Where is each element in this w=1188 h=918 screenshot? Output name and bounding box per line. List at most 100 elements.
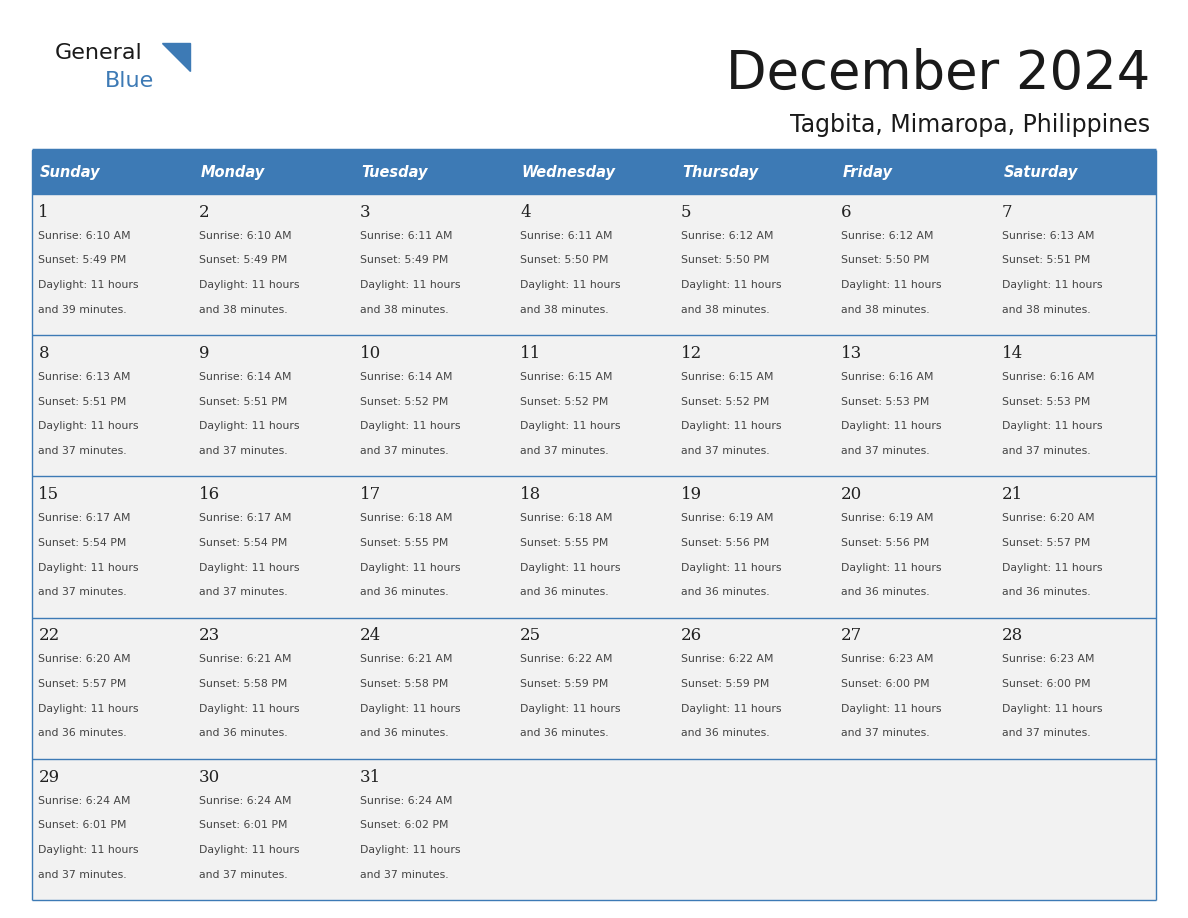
Text: Daylight: 11 hours: Daylight: 11 hours [520, 563, 620, 573]
Text: and 36 minutes.: and 36 minutes. [200, 729, 287, 738]
Text: Sunrise: 6:23 AM: Sunrise: 6:23 AM [841, 655, 934, 665]
Text: and 36 minutes.: and 36 minutes. [1001, 588, 1091, 598]
Text: Sunrise: 6:17 AM: Sunrise: 6:17 AM [38, 513, 131, 523]
Text: Sunset: 5:55 PM: Sunset: 5:55 PM [360, 538, 448, 548]
Text: Sunrise: 6:17 AM: Sunrise: 6:17 AM [200, 513, 291, 523]
Text: Sunset: 5:49 PM: Sunset: 5:49 PM [200, 255, 287, 265]
Text: 22: 22 [38, 628, 59, 644]
Text: Sunrise: 6:11 AM: Sunrise: 6:11 AM [360, 230, 453, 241]
Text: 23: 23 [200, 628, 220, 644]
Text: Sunrise: 6:22 AM: Sunrise: 6:22 AM [520, 655, 613, 665]
Text: and 38 minutes.: and 38 minutes. [681, 305, 770, 315]
Text: 20: 20 [841, 487, 862, 503]
Text: Daylight: 11 hours: Daylight: 11 hours [200, 704, 299, 713]
Text: 1: 1 [38, 204, 49, 221]
Text: Tagbita, Mimaropa, Philippines: Tagbita, Mimaropa, Philippines [790, 113, 1150, 137]
Bar [192, 194, 353, 335]
Text: Sunset: 5:54 PM: Sunset: 5:54 PM [200, 538, 287, 548]
Text: Sunrise: 6:12 AM: Sunrise: 6:12 AM [841, 230, 934, 241]
Text: 26: 26 [681, 628, 702, 644]
Text: 9: 9 [200, 345, 209, 362]
Text: 18: 18 [520, 487, 542, 503]
Bar [513, 335, 675, 476]
Text: and 37 minutes.: and 37 minutes. [360, 446, 448, 456]
Text: Sunset: 5:52 PM: Sunset: 5:52 PM [360, 397, 448, 407]
Text: Daylight: 11 hours: Daylight: 11 hours [360, 845, 460, 855]
Text: Sunrise: 6:21 AM: Sunrise: 6:21 AM [360, 655, 453, 665]
Text: Sunset: 5:49 PM: Sunset: 5:49 PM [38, 255, 127, 265]
Text: Daylight: 11 hours: Daylight: 11 hours [841, 421, 942, 431]
Text: Daylight: 11 hours: Daylight: 11 hours [360, 704, 460, 713]
Bar [675, 335, 835, 476]
Bar [513, 194, 675, 335]
Text: General: General [55, 43, 143, 63]
Text: Daylight: 11 hours: Daylight: 11 hours [38, 421, 139, 431]
Text: Sunrise: 6:16 AM: Sunrise: 6:16 AM [1001, 372, 1094, 382]
Bar [513, 476, 675, 618]
Text: Sunrise: 6:20 AM: Sunrise: 6:20 AM [38, 655, 131, 665]
Text: Sunset: 5:50 PM: Sunset: 5:50 PM [520, 255, 608, 265]
Bar [675, 150, 835, 194]
Text: Daylight: 11 hours: Daylight: 11 hours [38, 845, 139, 855]
Text: Sunrise: 6:23 AM: Sunrise: 6:23 AM [1001, 655, 1094, 665]
Text: Sunset: 5:49 PM: Sunset: 5:49 PM [360, 255, 448, 265]
Text: 3: 3 [360, 204, 371, 221]
Text: Sunset: 5:52 PM: Sunset: 5:52 PM [681, 397, 769, 407]
Bar [513, 759, 675, 900]
Text: Sunrise: 6:24 AM: Sunrise: 6:24 AM [200, 796, 291, 805]
Text: Daylight: 11 hours: Daylight: 11 hours [360, 280, 460, 290]
Bar [675, 194, 835, 335]
Text: Sunrise: 6:10 AM: Sunrise: 6:10 AM [200, 230, 291, 241]
Bar [192, 618, 353, 759]
Text: and 37 minutes.: and 37 minutes. [38, 869, 127, 879]
Bar [996, 618, 1156, 759]
Text: Sunrise: 6:14 AM: Sunrise: 6:14 AM [200, 372, 291, 382]
Bar [835, 759, 996, 900]
Text: Sunset: 6:00 PM: Sunset: 6:00 PM [1001, 679, 1091, 689]
Bar [353, 476, 513, 618]
Text: Daylight: 11 hours: Daylight: 11 hours [1001, 280, 1102, 290]
Text: Wednesday: Wednesday [522, 164, 615, 180]
Text: Daylight: 11 hours: Daylight: 11 hours [1001, 704, 1102, 713]
Bar [513, 618, 675, 759]
Bar [353, 335, 513, 476]
Text: Sunset: 5:51 PM: Sunset: 5:51 PM [38, 397, 127, 407]
Text: and 36 minutes.: and 36 minutes. [520, 588, 608, 598]
Bar [32, 476, 192, 618]
Bar [835, 150, 996, 194]
Bar [996, 194, 1156, 335]
Text: and 37 minutes.: and 37 minutes. [38, 588, 127, 598]
Text: Thursday: Thursday [682, 164, 758, 180]
Text: Daylight: 11 hours: Daylight: 11 hours [200, 280, 299, 290]
Bar [835, 476, 996, 618]
Text: Daylight: 11 hours: Daylight: 11 hours [1001, 563, 1102, 573]
Text: 27: 27 [841, 628, 862, 644]
Text: and 38 minutes.: and 38 minutes. [841, 305, 930, 315]
Bar [32, 335, 192, 476]
Text: Sunrise: 6:22 AM: Sunrise: 6:22 AM [681, 655, 773, 665]
Text: 17: 17 [360, 487, 381, 503]
Text: Sunset: 5:56 PM: Sunset: 5:56 PM [681, 538, 769, 548]
Text: Sunset: 5:59 PM: Sunset: 5:59 PM [520, 679, 608, 689]
Text: 8: 8 [38, 345, 49, 362]
Text: Daylight: 11 hours: Daylight: 11 hours [38, 563, 139, 573]
Text: Sunrise: 6:13 AM: Sunrise: 6:13 AM [38, 372, 131, 382]
Text: Sunrise: 6:19 AM: Sunrise: 6:19 AM [841, 513, 934, 523]
Bar [353, 150, 513, 194]
Text: and 37 minutes.: and 37 minutes. [1001, 446, 1091, 456]
Text: Daylight: 11 hours: Daylight: 11 hours [200, 563, 299, 573]
Text: Sunrise: 6:19 AM: Sunrise: 6:19 AM [681, 513, 773, 523]
Bar [192, 150, 353, 194]
Text: Daylight: 11 hours: Daylight: 11 hours [200, 845, 299, 855]
Text: Monday: Monday [201, 164, 265, 180]
Text: 14: 14 [1001, 345, 1023, 362]
Text: Daylight: 11 hours: Daylight: 11 hours [681, 704, 782, 713]
Text: Sunset: 5:54 PM: Sunset: 5:54 PM [38, 538, 127, 548]
Text: 29: 29 [38, 768, 59, 786]
Text: and 38 minutes.: and 38 minutes. [200, 305, 287, 315]
Text: 12: 12 [681, 345, 702, 362]
Text: and 38 minutes.: and 38 minutes. [1001, 305, 1091, 315]
Bar [996, 476, 1156, 618]
Text: and 38 minutes.: and 38 minutes. [360, 305, 448, 315]
Text: and 37 minutes.: and 37 minutes. [360, 869, 448, 879]
